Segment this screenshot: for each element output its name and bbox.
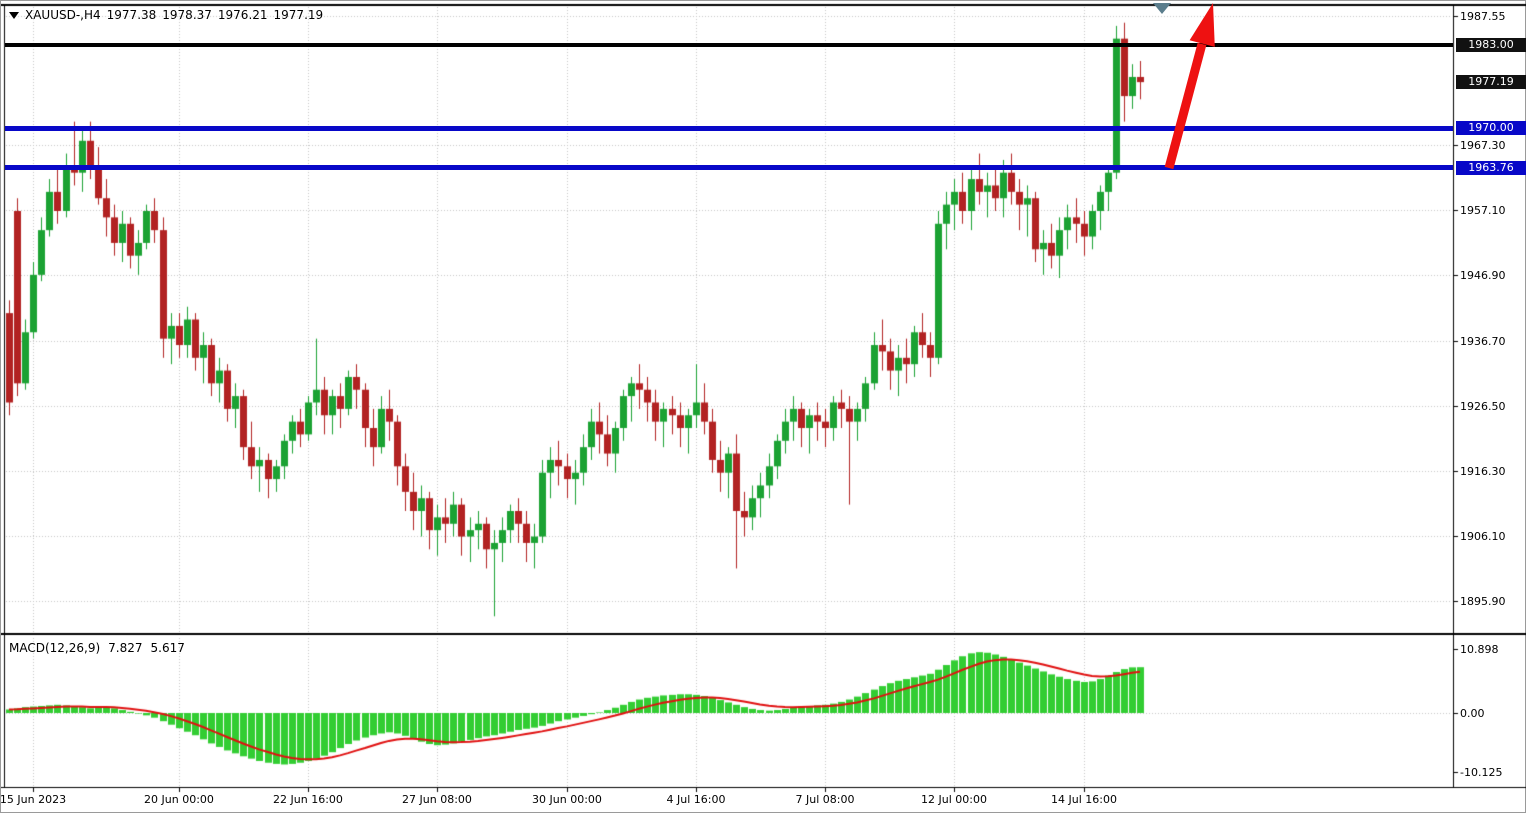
support-line-1970[interactable] bbox=[5, 125, 1453, 131]
price-axis-label: 1936.70 bbox=[1460, 334, 1506, 348]
high-value: 1978.37 bbox=[162, 8, 212, 22]
time-axis-label: 4 Jul 16:00 bbox=[666, 793, 726, 806]
time-axis-label: 22 Jun 16:00 bbox=[273, 793, 343, 806]
symbol-period-label: XAUUSD-,H4 bbox=[25, 8, 101, 22]
macd-axis-label: 10.898 bbox=[1460, 643, 1499, 657]
time-axis-label: 14 Jul 16:00 bbox=[1051, 793, 1117, 806]
price-axis[interactable]: 1987.55 1967.30 1957.10 1946.90 1936.70 1926.… bbox=[1456, 1, 1526, 814]
time-axis-label: 20 Jun 00:00 bbox=[144, 793, 214, 806]
price-axis-label: 1926.50 bbox=[1460, 399, 1506, 413]
time-axis[interactable]: 15 Jun 2023 20 Jun 00:00 22 Jun 16:00 27 Ju… bbox=[0, 789, 1453, 813]
symbol-dropdown-icon[interactable] bbox=[9, 11, 19, 19]
price-axis-label: 1957.10 bbox=[1460, 204, 1506, 218]
macd-signal-value: 5.617 bbox=[150, 641, 185, 655]
time-axis-label: 12 Jul 00:00 bbox=[921, 793, 987, 806]
price-badge-1963-76: 1963.76 bbox=[1456, 160, 1526, 175]
time-axis-label: 7 Jul 08:00 bbox=[795, 793, 855, 806]
time-axis-label: 27 Jun 08:00 bbox=[402, 793, 472, 806]
macd-main-value: 7.827 bbox=[108, 641, 143, 655]
price-axis-label: 1916.30 bbox=[1460, 464, 1506, 478]
close-value: 1977.19 bbox=[273, 8, 324, 22]
price-badge-1983-00: 1983.00 bbox=[1456, 38, 1526, 53]
time-axis-label: 15 Jun 2023 bbox=[0, 793, 67, 806]
macd-axis-label: -10.125 bbox=[1460, 766, 1503, 780]
macd-label: MACD(12,26,9) bbox=[9, 641, 101, 655]
price-axis-label: 1895.90 bbox=[1460, 595, 1506, 608]
ohlc-info: XAUUSD-,H4 1977.38 1978.37 1976.21 1977.… bbox=[9, 8, 323, 22]
price-axis-label: 1967.30 bbox=[1460, 139, 1506, 153]
price-badge-1970-00: 1970.00 bbox=[1456, 121, 1526, 136]
price-badge-1977-19: 1977.19 bbox=[1456, 75, 1526, 90]
support-line-1963-76[interactable] bbox=[5, 165, 1453, 171]
open-value: 1977.38 bbox=[106, 8, 157, 22]
price-axis-label: 1946.90 bbox=[1460, 269, 1506, 283]
macd-axis-label: 0.00 bbox=[1460, 707, 1485, 720]
down-triangle-marker[interactable] bbox=[1153, 3, 1171, 14]
low-value: 1976.21 bbox=[217, 8, 268, 22]
price-axis-label: 1906.10 bbox=[1460, 529, 1506, 543]
time-axis-label: 30 Jun 00:00 bbox=[532, 793, 602, 806]
price-axis-label: 1987.55 bbox=[1460, 10, 1506, 23]
macd-info: MACD(12,26,9) 7.827 5.617 bbox=[9, 641, 185, 655]
resistance-line-1983[interactable] bbox=[5, 43, 1453, 48]
